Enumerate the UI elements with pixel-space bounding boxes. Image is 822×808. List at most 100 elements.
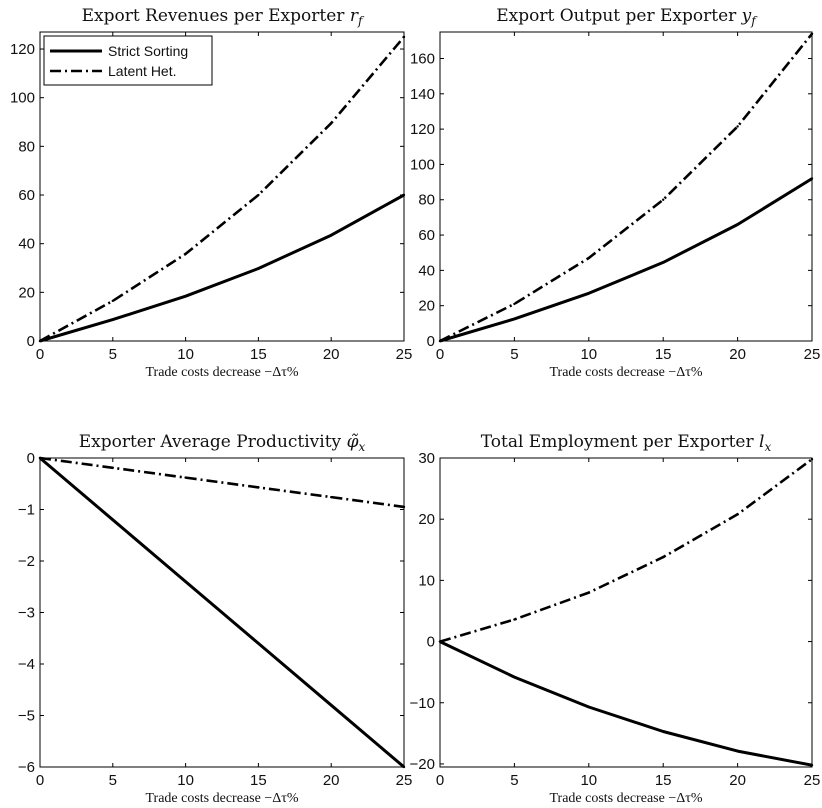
y-tick-label: −20 [410,756,435,773]
chart-title-text: Export Revenues per Exporter [82,6,350,26]
data-point-latent-het [810,458,814,461]
series-line-latent-het [39,36,405,343]
y-tick-label: 20 [418,511,435,528]
chart-panel-total-employment: Total Employment per Exporter lx 0 5 10 15 20… [410,432,821,806]
data-point-strict-sorting [513,317,516,321]
x-tick-label: 15 [655,772,672,789]
x-tick-label: 0 [436,772,444,789]
chart-title-text: Total Employment per Exporter [481,432,759,452]
chart-title-symbol: l [759,432,764,452]
data-point-latent-het [402,505,406,509]
data-point-latent-het [111,466,115,469]
x-axis-label-text: Trade costs decrease −Δτ [145,365,287,380]
x-tick-label: 25 [804,772,821,789]
x-axis-label-unit: % [691,791,703,806]
x-tick-label: 25 [396,772,413,789]
x-axis-label: Trade costs decrease −Δτ% [549,791,702,806]
x-tick-label: 20 [323,346,340,363]
y-tick-label: −2 [18,553,35,570]
y-tick-label: 100 [10,90,35,107]
x-tick-label: 5 [109,772,117,789]
chart-title-subscript: f [357,14,365,28]
x-tick-label: 15 [250,346,267,363]
chart-title: Export Output per Exporter yf [496,6,758,28]
chart-title: Export Revenues per Exporter rf [82,6,365,28]
y-tick-label: 0 [427,634,435,651]
data-point-strict-sorting [662,730,665,733]
data-point-latent-het [438,339,442,343]
x-axis-label-unit: % [287,365,299,380]
x-axis-label: Trade costs decrease −Δτ% [145,365,298,380]
chart-title-subscript: x [358,440,365,454]
x-axis-label: Trade costs decrease −Δτ% [145,791,298,806]
data-point-strict-sorting [736,223,739,226]
chart-panel-average-productivity: Exporter Average Productivity φ̃x 0 5 10 15 2… [18,432,412,806]
data-point-latent-het [38,456,42,460]
y-tick-label: −10 [410,695,435,712]
x-tick-label: 15 [655,346,672,363]
chart-title-symbol: φ̃ [347,432,359,452]
chart-title-subscript: x [764,440,771,454]
y-tick-label: −6 [18,759,35,776]
legend-box [43,35,213,86]
series-line-latent-het [439,32,814,343]
y-tick-label: 120 [410,121,435,138]
x-axis-label-unit: % [691,365,703,380]
y-tick-label: 40 [418,262,435,279]
x-tick-label: 5 [109,346,117,363]
x-tick-label: 25 [804,346,821,363]
data-point-latent-het [662,198,665,201]
x-tick-label: 10 [177,346,194,363]
data-point-strict-sorting [810,763,814,767]
data-point-latent-het [38,339,42,343]
x-tick-label: 20 [729,346,746,363]
data-point-strict-sorting [184,295,187,298]
y-tick-label: 120 [10,41,35,58]
data-point-latent-het [513,302,516,306]
series-line-strict-sorting [439,177,813,343]
series-line-strict-sorting [39,456,405,769]
x-axis-label-text: Trade costs decrease −Δτ [549,791,691,806]
x-tick-label: 10 [177,772,194,789]
y-tick-label: 80 [18,138,35,155]
data-point-strict-sorting [111,518,115,521]
data-point-strict-sorting [111,318,115,321]
legend: Strict Sorting Latent Het. [43,35,213,86]
y-tick-label: 80 [418,192,435,209]
y-tick-label: 20 [18,284,35,301]
y-tick-label: −1 [18,502,35,519]
data-point-latent-het [736,125,739,128]
y-tick-label: 140 [410,86,435,103]
y-tick-label: 30 [418,450,435,467]
data-point-strict-sorting [513,675,516,679]
y-tick-label: 0 [427,333,435,350]
x-tick-label: 20 [323,772,340,789]
data-point-latent-het [257,486,260,489]
data-point-latent-het [810,32,814,35]
y-tick-label: 160 [410,50,435,67]
x-axis-label-text: Trade costs decrease −Δτ [145,791,287,806]
data-point-latent-het [587,591,590,594]
data-point-latent-het [111,299,115,303]
axes-frame [439,31,813,342]
x-tick-label: 0 [36,346,44,363]
data-point-latent-het [438,640,442,643]
x-tick-label: 5 [510,772,518,789]
legend-label: Strict Sorting [108,43,188,59]
chart-title: Total Employment per Exporter lx [481,432,772,454]
data-point-strict-sorting [402,193,406,197]
y-tick-label: 60 [18,187,35,204]
data-point-strict-sorting [330,233,333,237]
series-line-latent-het [439,458,813,643]
data-point-latent-het [257,193,260,197]
x-tick-label: 10 [580,772,597,789]
chart-title: Exporter Average Productivity φ̃x [79,432,366,454]
data-point-strict-sorting [257,642,260,645]
series-line-strict-sorting [39,193,405,343]
y-tick-label: 60 [418,227,435,244]
data-point-strict-sorting [662,261,665,264]
data-point-strict-sorting [330,704,333,707]
x-tick-label: 20 [729,772,746,789]
data-point-latent-het [662,555,665,559]
data-point-strict-sorting [402,765,406,769]
